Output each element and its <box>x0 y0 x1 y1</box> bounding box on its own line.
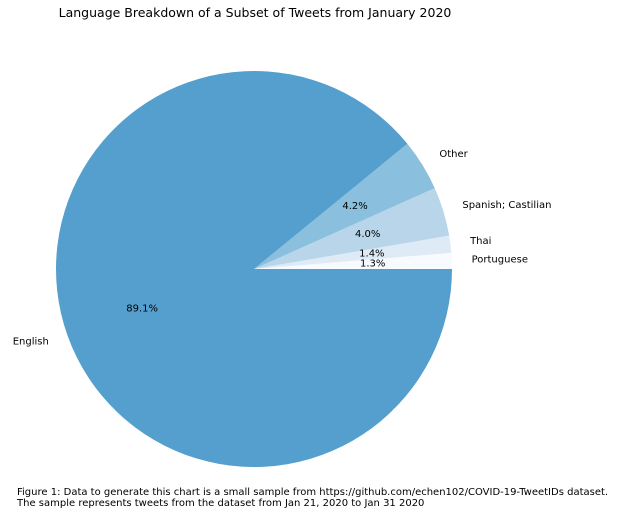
pie-slice-english <box>56 71 452 468</box>
slice-label-thai: Thai <box>469 236 491 247</box>
slice-label-portuguese: Portuguese <box>472 255 528 266</box>
pie-slice-other <box>254 143 435 269</box>
pct-label-english: 89.1% <box>126 303 158 314</box>
caption-line-2: The sample represents tweets from the da… <box>17 498 425 509</box>
chart-title: Language Breakdown of a Subset of Tweets… <box>58 5 452 20</box>
figure-caption: Figure 1: Data to generate this chart is… <box>17 487 613 509</box>
pie-slice-spanish-castilian <box>254 188 450 269</box>
pct-label-portuguese: 1.3% <box>360 259 385 270</box>
slice-label-spanish-castilian: Spanish; Castilian <box>462 200 551 211</box>
pct-label-spanish-castilian: 4.0% <box>355 229 380 240</box>
percentage-labels: 1.3%1.4% 4.0% 4.2% 89.1% <box>126 201 385 314</box>
slice-label-english: English <box>13 337 49 348</box>
slice-label-other: Other <box>439 149 468 160</box>
caption-line-1: Figure 1: Data to generate this chart is… <box>17 487 609 498</box>
pie-slices <box>56 71 452 468</box>
pie-slice-thai <box>254 235 452 269</box>
pct-label-other: 4.2% <box>342 201 367 212</box>
slice-labels: Portuguese Thai Spanish; Castilian Other Eng… <box>13 149 552 348</box>
pie-slice-portuguese <box>254 252 452 269</box>
pct-label-thai: 1.4% <box>359 249 384 260</box>
